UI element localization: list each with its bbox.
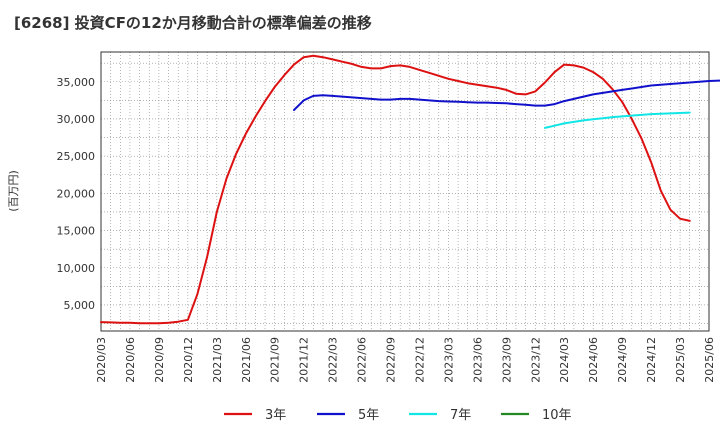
chart-title: [6268] 投資CFの12か月移動合計の標準偏差の推移	[14, 14, 372, 32]
x-tick-label: 2025/06	[703, 337, 716, 383]
x-tick-label: 2022/06	[356, 337, 369, 383]
x-tick-label: 2020/09	[153, 337, 166, 383]
x-tick-label: 2022/09	[385, 337, 398, 383]
x-tick-label: 2025/03	[674, 337, 687, 383]
x-tick-label: 2024/03	[558, 337, 571, 383]
series-line-2	[293, 79, 720, 111]
y-axis-label: (百万円)	[7, 170, 20, 212]
y-tick-label: 20,000	[57, 187, 96, 200]
x-tick-label: 2022/12	[413, 337, 426, 383]
x-tick-label: 2021/06	[240, 337, 253, 383]
x-tick-label: 2023/09	[500, 337, 513, 383]
y-tick-label: 30,000	[57, 113, 96, 126]
plot-frame	[100, 51, 710, 332]
x-tick-label: 2022/03	[327, 337, 340, 383]
legend-label-3: 7年	[450, 408, 471, 423]
legend-label-4: 10年	[542, 408, 572, 423]
x-tick-label: 2021/03	[211, 337, 224, 383]
series-line-1	[100, 54, 691, 325]
y-tick-label: 15,000	[57, 225, 96, 238]
x-tick-label: 2023/06	[471, 337, 484, 383]
x-tick-label: 2024/09	[616, 337, 629, 383]
y-tick-label: 25,000	[57, 150, 96, 163]
x-tick-label: 2021/12	[298, 337, 311, 383]
y-tick-label: 35,000	[57, 76, 96, 89]
x-tick-label: 2023/03	[442, 337, 455, 383]
x-tick-label: 2020/03	[95, 337, 108, 383]
series-line-3	[543, 111, 691, 129]
legend-label-2: 5年	[358, 408, 379, 423]
x-tick-label: 2024/06	[587, 337, 600, 383]
x-tick-label: 2024/12	[645, 337, 658, 383]
x-tick-label: 2023/12	[529, 337, 542, 383]
x-tick-label: 2020/12	[182, 337, 195, 383]
plot-area	[101, 52, 709, 331]
x-tick-label: 2020/06	[124, 337, 137, 383]
y-tick-label: 5,000	[64, 299, 96, 312]
legend-label-1: 3年	[265, 408, 286, 423]
y-tick-label: 10,000	[57, 262, 96, 275]
x-tick-label: 2021/09	[269, 337, 282, 383]
